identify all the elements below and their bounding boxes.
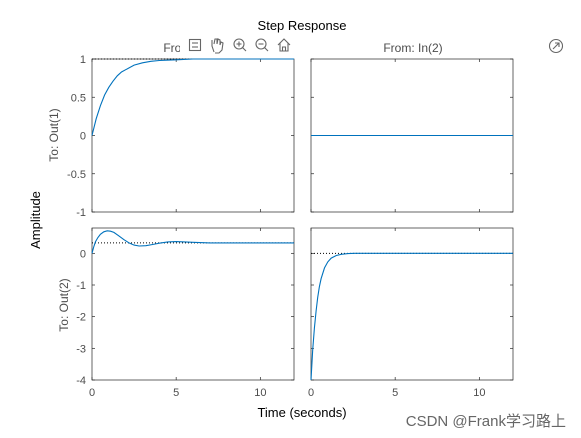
y-tick-label: 0.5 (71, 92, 86, 104)
axes-toolbar (180, 37, 300, 55)
x-tick-label: 0 (89, 387, 95, 399)
y-tick-label: -3 (76, 343, 86, 355)
x-tick-label: 5 (173, 387, 179, 399)
panel-out1-in1: -1 -0.5 0 0.5 1 (67, 54, 295, 219)
zoom-in-icon[interactable] (233, 38, 247, 52)
response-line (310, 252, 513, 381)
subplot-grid: -1 -0.5 0 0.5 1 -4 -3 -2 -1 0 0 5 10 0 5 10 (67, 54, 514, 399)
y-tick-label: -0.5 (67, 169, 86, 181)
x-tick-label: 5 (392, 387, 398, 399)
x-tick-label: 0 (308, 387, 314, 399)
panel-out1-in2 (310, 58, 514, 213)
y-axis-label: Amplitude (28, 191, 43, 249)
chart-title: Step Response (258, 18, 347, 33)
y-tick-label: 0 (80, 248, 86, 260)
panel-out2-in1: -4 -3 -2 -1 0 0 5 10 (76, 227, 295, 399)
arrow-up-right-icon[interactable] (548, 38, 564, 54)
x-tick-label: 10 (473, 387, 485, 399)
y-tick-label: 0 (80, 131, 86, 143)
pan-icon[interactable] (211, 38, 224, 54)
x-tick-label: 10 (254, 387, 266, 399)
zoom-out-icon[interactable] (255, 38, 269, 52)
response-line (91, 230, 294, 254)
x-axis-label: Time (seconds) (257, 405, 346, 420)
axes-box (91, 58, 295, 213)
axes-box (310, 227, 514, 381)
y-tick-label: 1 (80, 54, 86, 66)
export-icon[interactable] (188, 38, 202, 52)
home-icon[interactable] (277, 38, 291, 52)
row-label-out2: To: Out(2) (57, 278, 71, 331)
y-tick-label: -2 (76, 312, 86, 324)
y-tick-label: -4 (76, 375, 86, 387)
row-label-out1: To: Out(1) (47, 108, 61, 161)
y-tick-label: -1 (76, 207, 86, 219)
column-label-in2: From: In(2) (383, 41, 442, 55)
axes-box (91, 227, 295, 381)
response-line (91, 58, 294, 136)
y-tick-label: -1 (76, 280, 86, 292)
watermark: CSDN @Frank学习路上 (406, 413, 566, 430)
panel-out2-in2: 0 5 10 (308, 227, 514, 399)
